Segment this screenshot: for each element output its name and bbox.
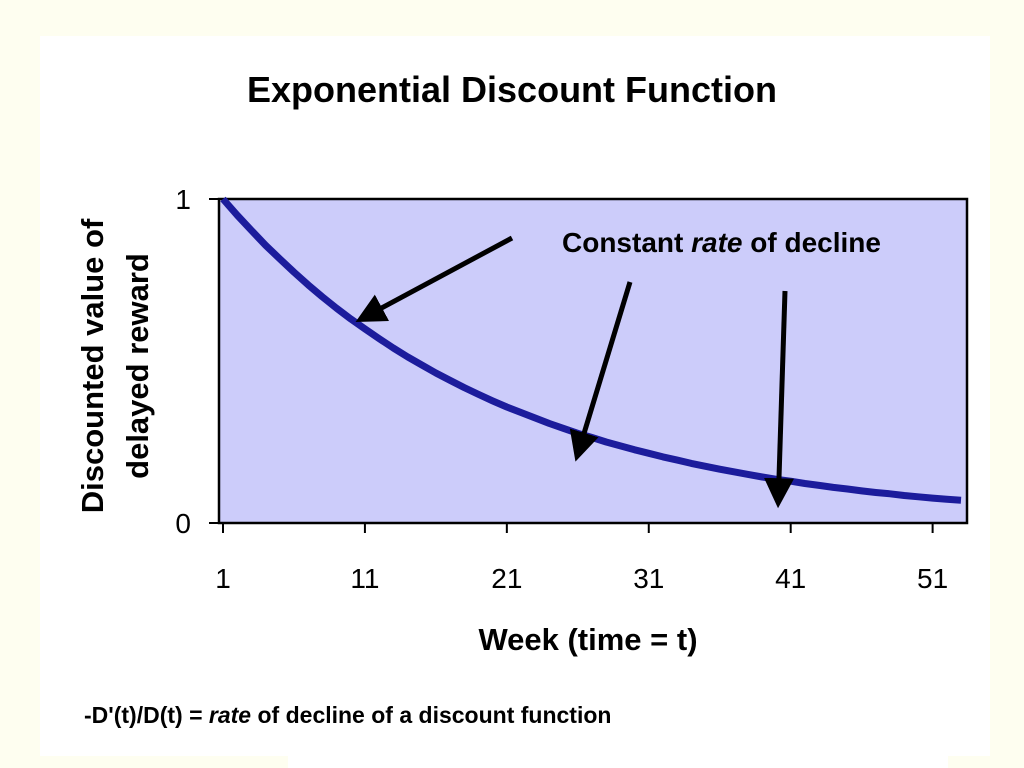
x-tick-label-21: 21	[491, 563, 522, 594]
y-axis-label-line-2: delayed reward	[120, 253, 155, 479]
formula-text: -D'(t)/D(t) = rate of decline of a disco…	[84, 702, 612, 728]
x-tick-label-31: 31	[633, 563, 664, 594]
annotation-arrow-2	[569, 281, 633, 462]
annotation-text: Constant rate of decline	[562, 227, 881, 258]
y-axis-label-line-1: Discounted value of	[75, 218, 110, 513]
chart-title: Exponential Discount Function	[247, 69, 777, 110]
x-axis-label: Week (time = t)	[478, 622, 697, 657]
annotation-arrow-1	[355, 235, 514, 322]
x-tick-label-41: 41	[775, 563, 806, 594]
formula-box	[288, 664, 948, 768]
annotation-arrow-3	[763, 290, 794, 509]
y-tick-label-1: 1	[175, 184, 191, 215]
y-tick-label-0: 0	[175, 508, 191, 539]
x-tick-label-1: 1	[215, 563, 231, 594]
x-tick-label-11: 11	[350, 563, 379, 594]
plot-area	[217, 197, 969, 525]
x-tick-label-51: 51	[917, 563, 948, 594]
